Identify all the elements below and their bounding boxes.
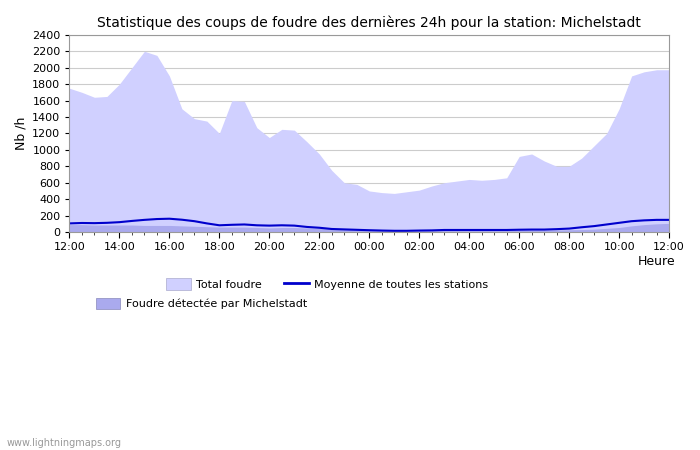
Moyenne de toutes les stations [140, 217, 148, 223]
Moyenne de toutes les stations [528, 227, 536, 232]
Moyenne de toutes les stations [665, 217, 673, 223]
Moyenne de toutes les stations [640, 218, 648, 223]
Moyenne de toutes les stations [353, 227, 361, 233]
Moyenne de toutes les stations [328, 226, 336, 232]
Moyenne de toutes les stations [65, 220, 74, 226]
Moyenne de toutes les stations [415, 228, 424, 233]
Legend: Foudre détectée par Michelstadt: Foudre détectée par Michelstadt [96, 298, 307, 309]
Moyenne de toutes les stations [627, 219, 636, 224]
Moyenne de toutes les stations [402, 228, 411, 234]
Moyenne de toutes les stations [78, 220, 86, 226]
Moyenne de toutes les stations [153, 216, 161, 222]
Moyenne de toutes les stations [116, 220, 124, 225]
Moyenne de toutes les stations [278, 223, 286, 228]
Moyenne de toutes les stations [552, 226, 561, 232]
Moyenne de toutes les stations [302, 224, 311, 230]
Moyenne de toutes les stations [90, 220, 99, 226]
Moyenne de toutes les stations [103, 220, 111, 225]
Moyenne de toutes les stations [503, 227, 511, 233]
Moyenne de toutes les stations [452, 227, 461, 233]
Moyenne de toutes les stations [340, 227, 349, 232]
Moyenne de toutes les stations [428, 228, 436, 233]
Moyenne de toutes les stations [178, 217, 186, 222]
Moyenne de toutes les stations [215, 223, 223, 228]
Moyenne de toutes les stations [590, 223, 598, 229]
X-axis label: Heure: Heure [638, 255, 675, 268]
Line: Moyenne de toutes les stations: Moyenne de toutes les stations [69, 219, 669, 231]
Moyenne de toutes les stations [390, 228, 398, 234]
Moyenne de toutes les stations [540, 227, 548, 232]
Moyenne de toutes les stations [565, 226, 573, 231]
Moyenne de toutes les stations [515, 227, 524, 232]
Moyenne de toutes les stations [490, 227, 498, 233]
Title: Statistique des coups de foudre des dernières 24h pour la station: Michelstadt: Statistique des coups de foudre des dern… [97, 15, 641, 30]
Moyenne de toutes les stations [377, 228, 386, 233]
Moyenne de toutes les stations [190, 219, 199, 224]
Moyenne de toutes les stations [465, 227, 473, 233]
Moyenne de toutes les stations [365, 228, 374, 233]
Moyenne de toutes les stations [578, 225, 586, 230]
Moyenne de toutes les stations [652, 217, 661, 223]
Moyenne de toutes les stations [265, 223, 274, 228]
Moyenne de toutes les stations [477, 227, 486, 233]
Text: www.lightningmaps.org: www.lightningmaps.org [7, 438, 122, 448]
Moyenne de toutes les stations [203, 220, 211, 226]
Moyenne de toutes les stations [165, 216, 174, 221]
Moyenne de toutes les stations [253, 223, 261, 228]
Moyenne de toutes les stations [615, 220, 624, 225]
Moyenne de toutes les stations [127, 218, 136, 224]
Moyenne de toutes les stations [603, 222, 611, 227]
Y-axis label: Nb /h: Nb /h [15, 117, 28, 150]
Moyenne de toutes les stations [315, 225, 323, 230]
Moyenne de toutes les stations [228, 222, 236, 228]
Moyenne de toutes les stations [290, 223, 298, 228]
Moyenne de toutes les stations [440, 227, 449, 233]
Moyenne de toutes les stations [240, 222, 248, 227]
